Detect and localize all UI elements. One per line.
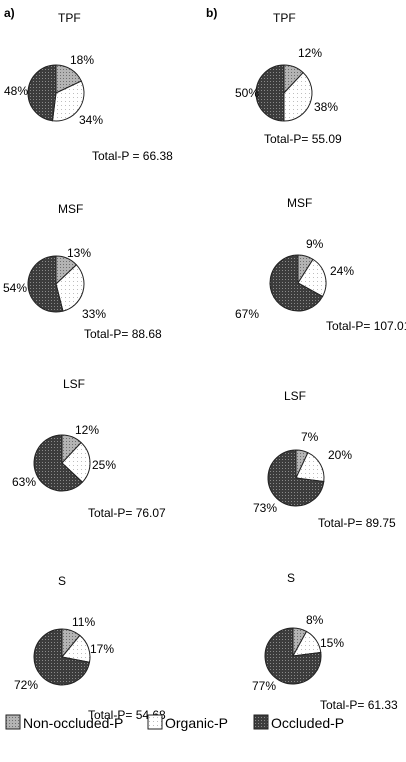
data-label-organic: 25% <box>92 458 116 472</box>
pie-slice-occluded <box>33 628 91 686</box>
pie-slice-organic <box>51 80 85 122</box>
pie-slice-organic <box>55 264 85 312</box>
pie-title: LSF <box>284 389 306 403</box>
pie-chart: TPF 12% 38% 50% Total-P= 55.09 <box>235 11 342 146</box>
pie-slice-organic <box>61 441 91 483</box>
pie-chart: MSF 9% 24% 67% Total-P= 107.01 <box>235 196 406 333</box>
data-label-occluded: 77% <box>252 679 276 693</box>
pie-slice-organic <box>297 258 327 298</box>
legend: Non-occluded-P Organic-P Occluded-P <box>5 714 344 731</box>
pie-title: LSF <box>63 377 85 391</box>
data-label-non-occluded: 18% <box>70 53 94 67</box>
total-p-label: Total-P= 89.75 <box>318 516 396 530</box>
pie-chart: S 8% 15% 77% Total-P= 61.33 <box>252 571 398 712</box>
data-label-non-occluded: 8% <box>306 613 324 627</box>
total-p-label: Total-P= 55.09 <box>264 132 342 146</box>
data-label-organic: 34% <box>79 113 103 127</box>
data-label-non-occluded: 7% <box>301 430 319 444</box>
data-label-occluded: 67% <box>235 307 259 321</box>
legend-swatch-occluded <box>253 714 269 730</box>
pie-chart: TPF 18% 34% 48% Total-P = 66.38 <box>4 11 173 163</box>
total-p-label: Total-P = 66.38 <box>92 149 173 163</box>
data-label-occluded: 72% <box>14 678 38 692</box>
pie-title: S <box>287 571 295 585</box>
data-label-occluded: 50% <box>235 86 259 100</box>
panel-label-b: b) <box>206 6 217 20</box>
total-p-label: Total-P= 107.01 <box>326 319 406 333</box>
pie-slice-occluded <box>27 64 57 122</box>
pie-title: TPF <box>58 11 81 25</box>
data-label-organic: 33% <box>82 307 106 321</box>
total-p-label: Total-P= 54.68 <box>88 708 166 722</box>
pie-slice-occluded <box>33 434 84 492</box>
data-label-non-occluded: 9% <box>306 237 324 251</box>
pie-chart: S 11% 17% 72% Total-P= 54.68 <box>14 574 166 722</box>
data-label-occluded: 73% <box>253 501 277 515</box>
pie-title: TPF <box>273 11 296 25</box>
total-p-label: Total-P= 88.68 <box>84 327 162 341</box>
data-label-organic: 38% <box>314 100 338 114</box>
pie-chart: MSF 13% 33% 54% Total-P= 88.68 <box>3 202 162 341</box>
data-label-non-occluded: 11% <box>72 615 95 629</box>
pie-title: MSF <box>287 196 312 210</box>
data-label-organic: 15% <box>320 636 344 650</box>
pie-slice-occluded <box>269 254 324 312</box>
pie-slice-occluded <box>27 255 64 313</box>
legend-swatch-organic <box>147 714 163 730</box>
total-p-label: Total-P= 61.33 <box>320 698 398 712</box>
legend-swatch-non-occluded <box>5 714 21 730</box>
legend-label-organic: Organic-P <box>165 715 228 731</box>
pie-charts-group: TPF 18% 34% 48% Total-P = 66.38 MSF 13% 33% 54% T… <box>3 11 406 722</box>
pie-slice-occluded <box>264 627 322 685</box>
legend-label-non-occluded: Non-occluded-P <box>23 715 123 731</box>
data-label-non-occluded: 12% <box>298 46 322 60</box>
pie-slice-occluded <box>267 449 325 507</box>
panel-label-a: a) <box>4 6 15 20</box>
pie-chart: LSF 12% 25% 63% Total-P= 76.07 <box>12 377 166 520</box>
data-label-occluded: 48% <box>4 84 28 98</box>
total-p-label: Total-P= 76.07 <box>88 506 166 520</box>
data-label-occluded: 54% <box>3 281 27 295</box>
pie-title: MSF <box>58 202 83 216</box>
pie-chart: LSF 7% 20% 73% Total-P= 89.75 <box>253 389 396 530</box>
data-label-organic: 20% <box>328 448 352 462</box>
data-label-non-occluded: 12% <box>75 423 99 437</box>
legend-label-occluded: Occluded-P <box>271 715 344 731</box>
data-label-organic: 17% <box>90 642 114 656</box>
pie-title: S <box>58 574 66 588</box>
data-label-non-occluded: 13% <box>67 246 91 260</box>
data-label-occluded: 63% <box>12 475 36 489</box>
pie-slice-occluded <box>255 64 285 122</box>
data-label-organic: 24% <box>330 264 354 278</box>
pie-slice-organic <box>283 71 313 122</box>
